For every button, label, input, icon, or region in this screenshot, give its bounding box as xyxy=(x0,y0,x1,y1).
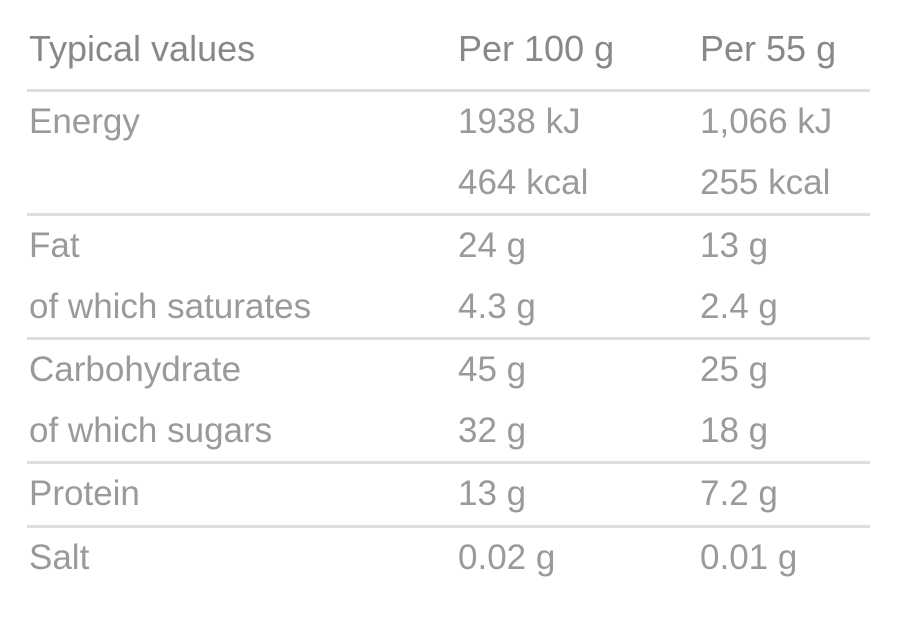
nutrient-label: of which sugars xyxy=(29,410,273,450)
value-per-55g: 0.01 g xyxy=(700,537,798,577)
table-row: Energy 1938 kJ 1,066 kJ xyxy=(27,92,870,153)
table-row: Carbohydrate 45 g 25 g xyxy=(27,340,870,401)
value-per-55g: 2.4 g xyxy=(700,286,778,326)
value-per-55g: 1,066 kJ xyxy=(700,102,833,141)
nutrition-table: Typical values Per 100 g Per 55 g Energy… xyxy=(27,19,870,588)
nutrient-group: Energy 1938 kJ 1,066 kJ 464 kcal 255 kcal xyxy=(27,89,870,213)
table-row: of which saturates 4.3 g 2.4 g xyxy=(27,277,870,338)
table-header: Typical values Per 100 g Per 55 g xyxy=(27,19,870,89)
nutrient-label: Protein xyxy=(29,474,140,513)
table-row: 464 kcal 255 kcal xyxy=(27,153,870,214)
nutrient-label: of which saturates xyxy=(29,286,312,326)
table-row: Salt 0.02 g 0.01 g xyxy=(27,528,870,589)
value-per-100g: 32 g xyxy=(458,410,527,450)
value-per-55g: 13 g xyxy=(700,226,769,265)
nutrient-label: Energy xyxy=(29,102,140,141)
value-per-55g: 25 g xyxy=(700,350,769,389)
table-body: Energy 1938 kJ 1,066 kJ 464 kcal 255 kcal Fat… xyxy=(27,89,870,588)
value-per-100g: 464 kcal xyxy=(458,162,589,202)
value-per-55g: 18 g xyxy=(700,410,769,450)
nutrient-group: Carbohydrate 45 g 25 g of which sugars 32 g 1… xyxy=(27,337,870,461)
value-per-100g: 24 g xyxy=(458,226,527,265)
value-per-100g: 13 g xyxy=(458,474,527,513)
value-per-55g: 255 kcal xyxy=(700,162,831,202)
header-per-100g: Per 100 g xyxy=(458,28,615,69)
nutrient-group: Fat 24 g 13 g of which saturates 4.3 g 2.4 g xyxy=(27,213,870,337)
nutrient-label: Salt xyxy=(29,537,90,577)
value-per-100g: 1938 kJ xyxy=(458,102,581,141)
value-per-100g: 45 g xyxy=(458,350,527,389)
value-per-55g: 7.2 g xyxy=(700,474,778,513)
nutrient-group: Salt 0.02 g 0.01 g xyxy=(27,524,870,589)
table-row: of which sugars 32 g 18 g xyxy=(27,401,870,462)
header-typical-values: Typical values xyxy=(29,28,256,69)
value-per-100g: 4.3 g xyxy=(458,286,536,326)
nutrient-label: Fat xyxy=(29,226,80,265)
nutrient-group: Protein 13 g 7.2 g xyxy=(27,461,870,525)
nutrient-label: Carbohydrate xyxy=(29,350,242,389)
table-row: Protein 13 g 7.2 g xyxy=(27,464,870,525)
table-row: Fat 24 g 13 g xyxy=(27,216,870,277)
header-per-55g: Per 55 g xyxy=(700,28,837,69)
value-per-100g: 0.02 g xyxy=(458,537,556,577)
